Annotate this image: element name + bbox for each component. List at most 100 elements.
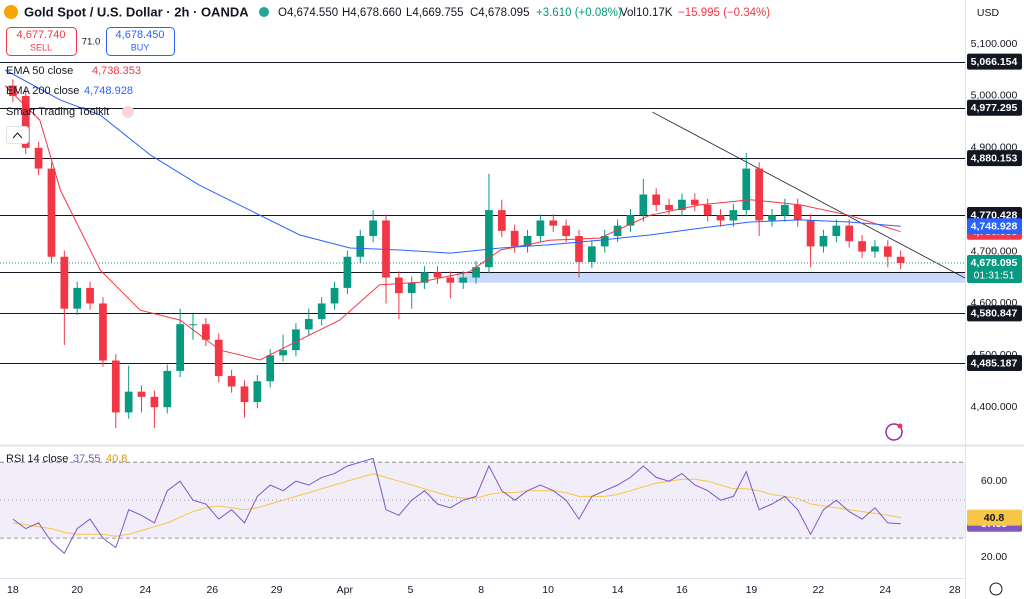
candle-body <box>613 225 622 237</box>
candle-body <box>472 267 480 278</box>
candle-body <box>832 225 841 237</box>
candle-body <box>150 396 159 408</box>
candle-body <box>420 272 429 283</box>
buy-label: BUY <box>131 42 150 52</box>
candle-body <box>47 168 56 257</box>
level-tag-bg <box>967 355 1022 372</box>
candle-body <box>202 324 210 340</box>
symbol-title[interactable]: Gold Spot / U.S. Dollar · 2h · OANDA <box>24 4 249 19</box>
x-tick-label: 20 <box>71 584 83 596</box>
candle-body <box>266 355 275 382</box>
candle-body <box>755 168 763 221</box>
candle-body <box>806 220 815 247</box>
candle-body <box>549 220 558 226</box>
candle-body <box>395 277 403 294</box>
level-tag: 4,977.295 <box>971 102 1018 114</box>
rsi-title[interactable]: RSI 14 close <box>6 453 68 465</box>
sell-label: SELL <box>30 42 52 52</box>
candle-body <box>343 256 352 288</box>
candle-body <box>588 246 596 262</box>
candle-body <box>729 210 738 221</box>
candle-body <box>279 350 287 356</box>
support-zone <box>456 271 965 283</box>
candle-body <box>716 215 725 221</box>
rsi-line <box>12 457 901 555</box>
event-dot <box>897 423 903 429</box>
candle-body <box>111 360 120 413</box>
candle-body <box>896 256 905 263</box>
candle-body <box>124 391 133 413</box>
market-status <box>259 7 269 17</box>
candle-body <box>575 236 583 262</box>
candle-body <box>793 204 802 221</box>
candle-body <box>446 277 455 283</box>
x-tick-label: 22 <box>812 584 824 596</box>
candle-body <box>626 215 635 226</box>
candle-body <box>523 236 532 247</box>
x-tick-label: 28 <box>949 584 961 596</box>
ema-line <box>4 85 901 361</box>
settings-icon[interactable] <box>989 582 1003 596</box>
candle-body <box>189 324 197 326</box>
sell-button[interactable] <box>6 27 77 56</box>
y-tick-label: 20.00 <box>981 551 1007 563</box>
indicator-value: 4,738.353 <box>92 65 141 77</box>
last-price-tag: 4,678.095 <box>971 257 1018 269</box>
candle-body <box>163 370 172 408</box>
candle-body <box>871 246 879 252</box>
y-tick-label: 4,700.000 <box>971 245 1018 257</box>
buy-button[interactable] <box>106 27 175 56</box>
candle-body <box>99 303 107 361</box>
candle-body <box>536 220 545 237</box>
candle-body <box>253 381 262 403</box>
candle-body <box>9 85 17 96</box>
x-tick-label: 16 <box>676 584 688 596</box>
candle-body <box>176 324 184 371</box>
candle-body <box>819 236 828 247</box>
candle-body <box>883 246 892 257</box>
candle-body <box>317 303 326 320</box>
currency[interactable]: USD <box>977 7 1000 19</box>
level-tag: 4,580.847 <box>971 308 1018 320</box>
candle-body <box>73 287 82 309</box>
level-tag-bg <box>967 53 1022 70</box>
event-icon[interactable] <box>885 423 903 441</box>
y-tick-label: 4,400.000 <box>971 401 1018 413</box>
candle-body <box>34 147 43 169</box>
x-tick-label: 24 <box>140 584 152 596</box>
candle-body <box>768 215 776 221</box>
indicator-name[interactable]: Smart Trading Toolkit <box>6 106 109 118</box>
candle-body <box>60 256 69 309</box>
candle-body <box>369 220 377 237</box>
candle-body <box>652 194 661 205</box>
spread: 71.0 <box>82 37 101 48</box>
candle-body <box>214 339 223 377</box>
ohlc-open: O4,674.550 <box>278 7 338 19</box>
indicator-value: 4,748.928 <box>84 85 133 97</box>
overlay-layer: Gold Spot / U.S. Dollar · 2h · OANDA O4,… <box>4 4 1003 596</box>
warning-badge[interactable] <box>122 106 134 118</box>
indicator-name[interactable]: EMA 200 close <box>6 85 79 97</box>
x-tick-label: 29 <box>271 584 283 596</box>
candle-body <box>86 287 94 304</box>
rsi-tag: 40.8 <box>984 512 1005 524</box>
candle-body <box>742 168 751 211</box>
candle-body <box>845 225 854 242</box>
volume: Vol10.17K <box>620 7 673 19</box>
candle-body <box>330 287 339 304</box>
buy-price: 4,678.450 <box>116 29 165 41</box>
ema-tag: 4,748.928 <box>971 220 1018 232</box>
x-tick-label: 5 <box>408 584 414 596</box>
rsi-ma-value: 40.8 <box>106 453 127 465</box>
symbol-icon <box>4 5 18 19</box>
candle-body <box>678 199 686 211</box>
candle-body <box>510 230 519 247</box>
indicator-name[interactable]: EMA 50 close <box>6 65 73 77</box>
level-tag-bg <box>967 150 1022 167</box>
x-tick-label: Apr <box>337 584 354 596</box>
collapse-icon <box>12 132 23 139</box>
candle-body <box>292 329 300 351</box>
candle-body <box>562 225 570 237</box>
collapse-button[interactable] <box>6 126 29 144</box>
